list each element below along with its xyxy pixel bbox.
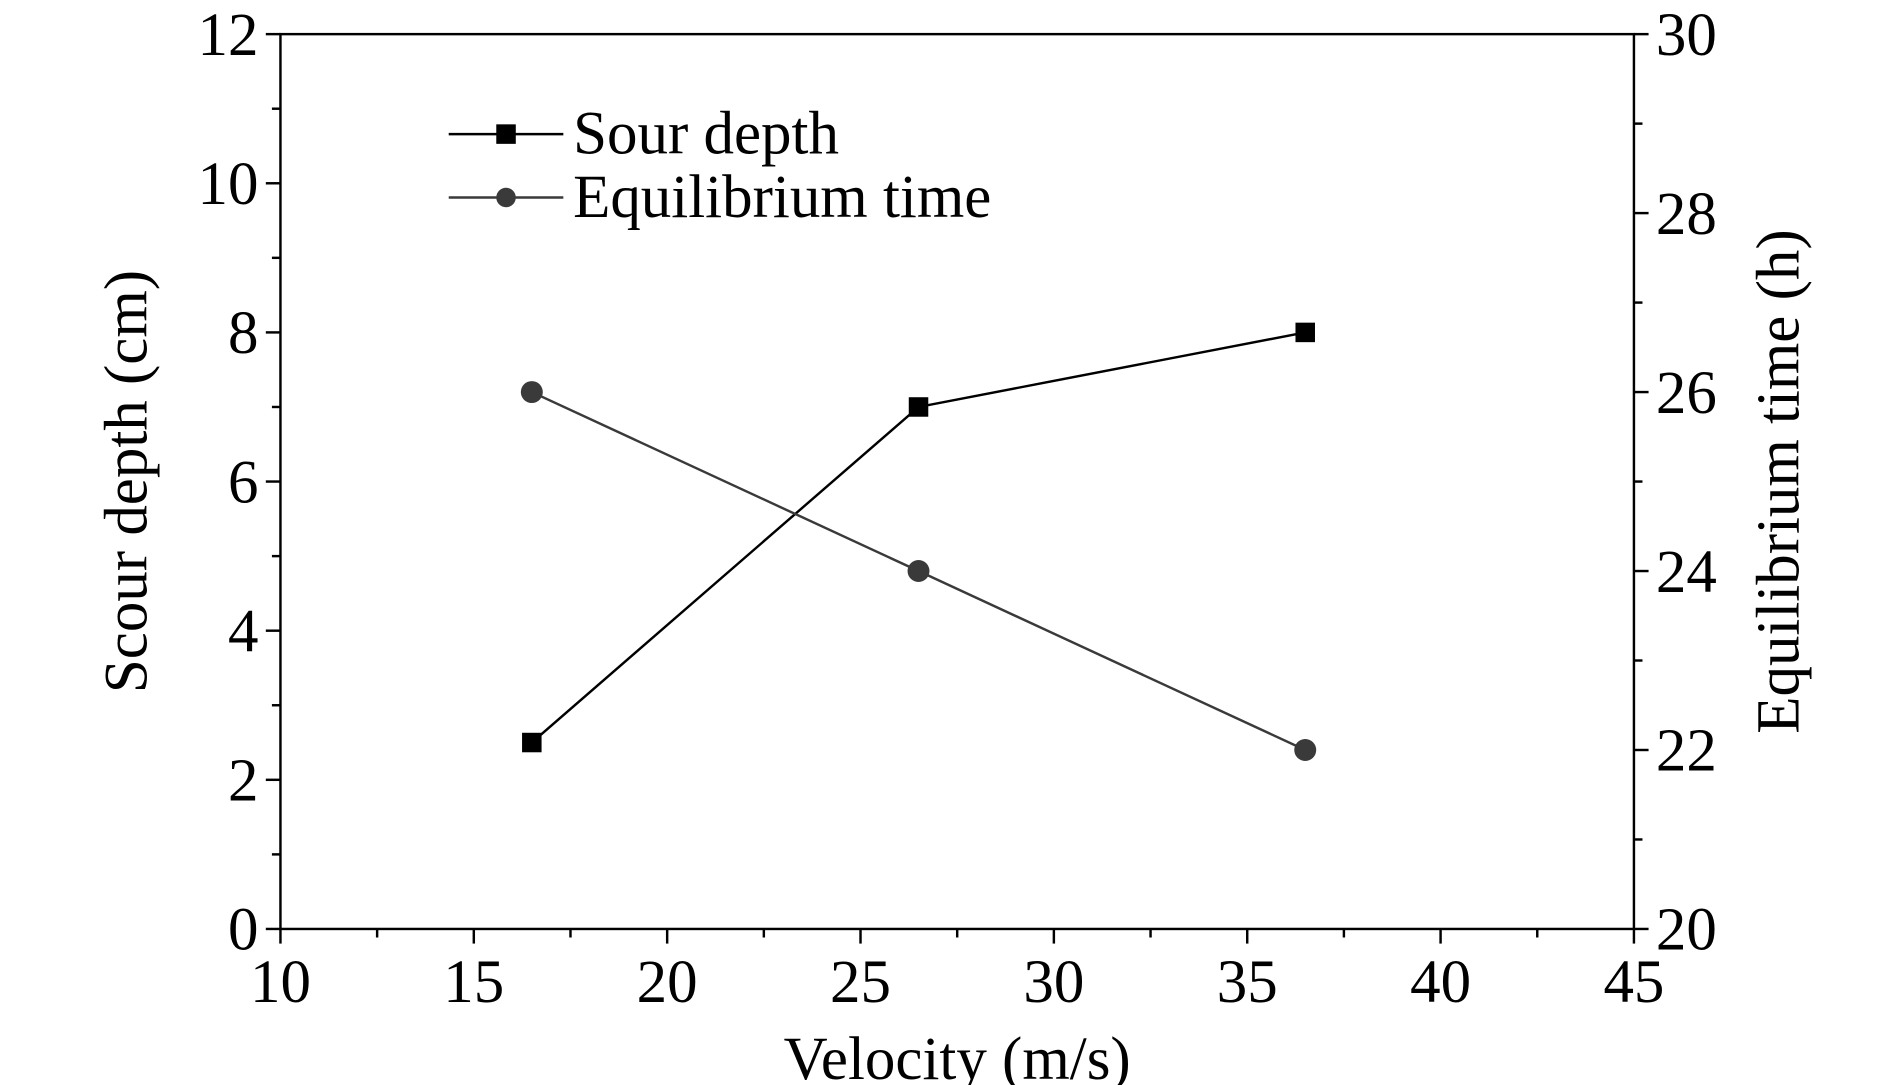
x-axis-label: Velocity (m/s): [784, 1026, 1131, 1085]
data-point-square: [1295, 322, 1315, 343]
y2-tick-label: 24: [1656, 539, 1717, 606]
y2-tick-label: 26: [1656, 360, 1717, 427]
y2-axis-label: Equilibrium time (h): [1746, 229, 1813, 733]
y2-tick-label: 22: [1656, 718, 1717, 785]
y-tick-label: 4: [228, 598, 258, 665]
data-point-square: [908, 397, 929, 417]
data-point-circle: [907, 560, 930, 582]
y-axis-label: Scour depth (cm): [93, 270, 160, 693]
x-tick-label: 20: [637, 949, 698, 1016]
series-layer: [520, 322, 1317, 761]
legend-label-time: Equilibrium time: [573, 164, 991, 231]
series-line-0: [531, 331, 1306, 744]
y-tick-label: 2: [228, 748, 258, 815]
x-tick-label: 45: [1603, 949, 1664, 1016]
legend-label-scour: Sour depth: [573, 101, 839, 168]
data-point-circle: [1294, 739, 1317, 761]
x-tick-label: 30: [1023, 949, 1084, 1016]
y2-tick-label: 30: [1656, 2, 1717, 69]
legend-marker-square: [496, 124, 516, 144]
y2-tick-label: 28: [1656, 181, 1717, 248]
data-point-circle: [520, 381, 543, 404]
x-tick-label: 35: [1217, 949, 1278, 1016]
y-tick-label: 6: [228, 449, 258, 516]
y-tick-label: 0: [228, 897, 258, 964]
y2-tick-label: 20: [1656, 897, 1717, 964]
x-tick-label: 10: [250, 949, 311, 1016]
x-tick-label: 25: [830, 949, 891, 1016]
data-point-square: [522, 732, 542, 753]
y-tick-label: 12: [198, 2, 259, 69]
y-tick-label: 10: [198, 151, 259, 218]
legend-marker-circle: [496, 187, 516, 208]
legend: Sour depth Equilibrium time: [448, 101, 991, 231]
y-tick-label: 8: [228, 300, 258, 367]
x-tick-label: 40: [1410, 949, 1471, 1016]
x-tick-label: 15: [443, 949, 504, 1016]
